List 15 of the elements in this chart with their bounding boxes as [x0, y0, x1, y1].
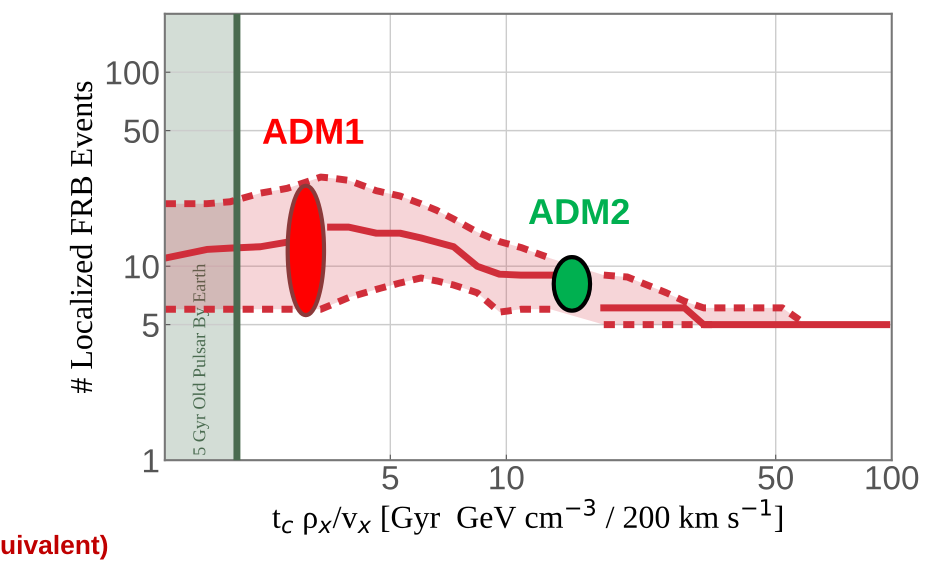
x-tick-label: 50	[758, 466, 793, 490]
y-tick-label: 1	[144, 449, 158, 472]
text: uivalent)	[2, 534, 108, 560]
band-label: 5 Gyr Old Pulsar By Earth	[192, 264, 210, 455]
y-axis-title: # Localized FRB Events	[70, 82, 92, 394]
x-tick-label: 100	[866, 466, 918, 490]
annotation: ADM1	[262, 118, 364, 144]
y-tick-label: 5	[142, 314, 159, 338]
y-tick-label: 10	[125, 255, 159, 279]
x-tick-label: 5	[382, 466, 398, 490]
y-tick-label: 50	[124, 119, 159, 144]
annotation: ADM2	[528, 198, 629, 224]
y-tick-label: 100	[106, 61, 159, 85]
x-tick-label: 10	[490, 466, 524, 490]
text: t$_{c}$ ρ$_{x}$/v$_{x}$ [Gyr GeV cm$^{−3}$ / 200 km s$^{−1}$]	[272, 498, 782, 535]
